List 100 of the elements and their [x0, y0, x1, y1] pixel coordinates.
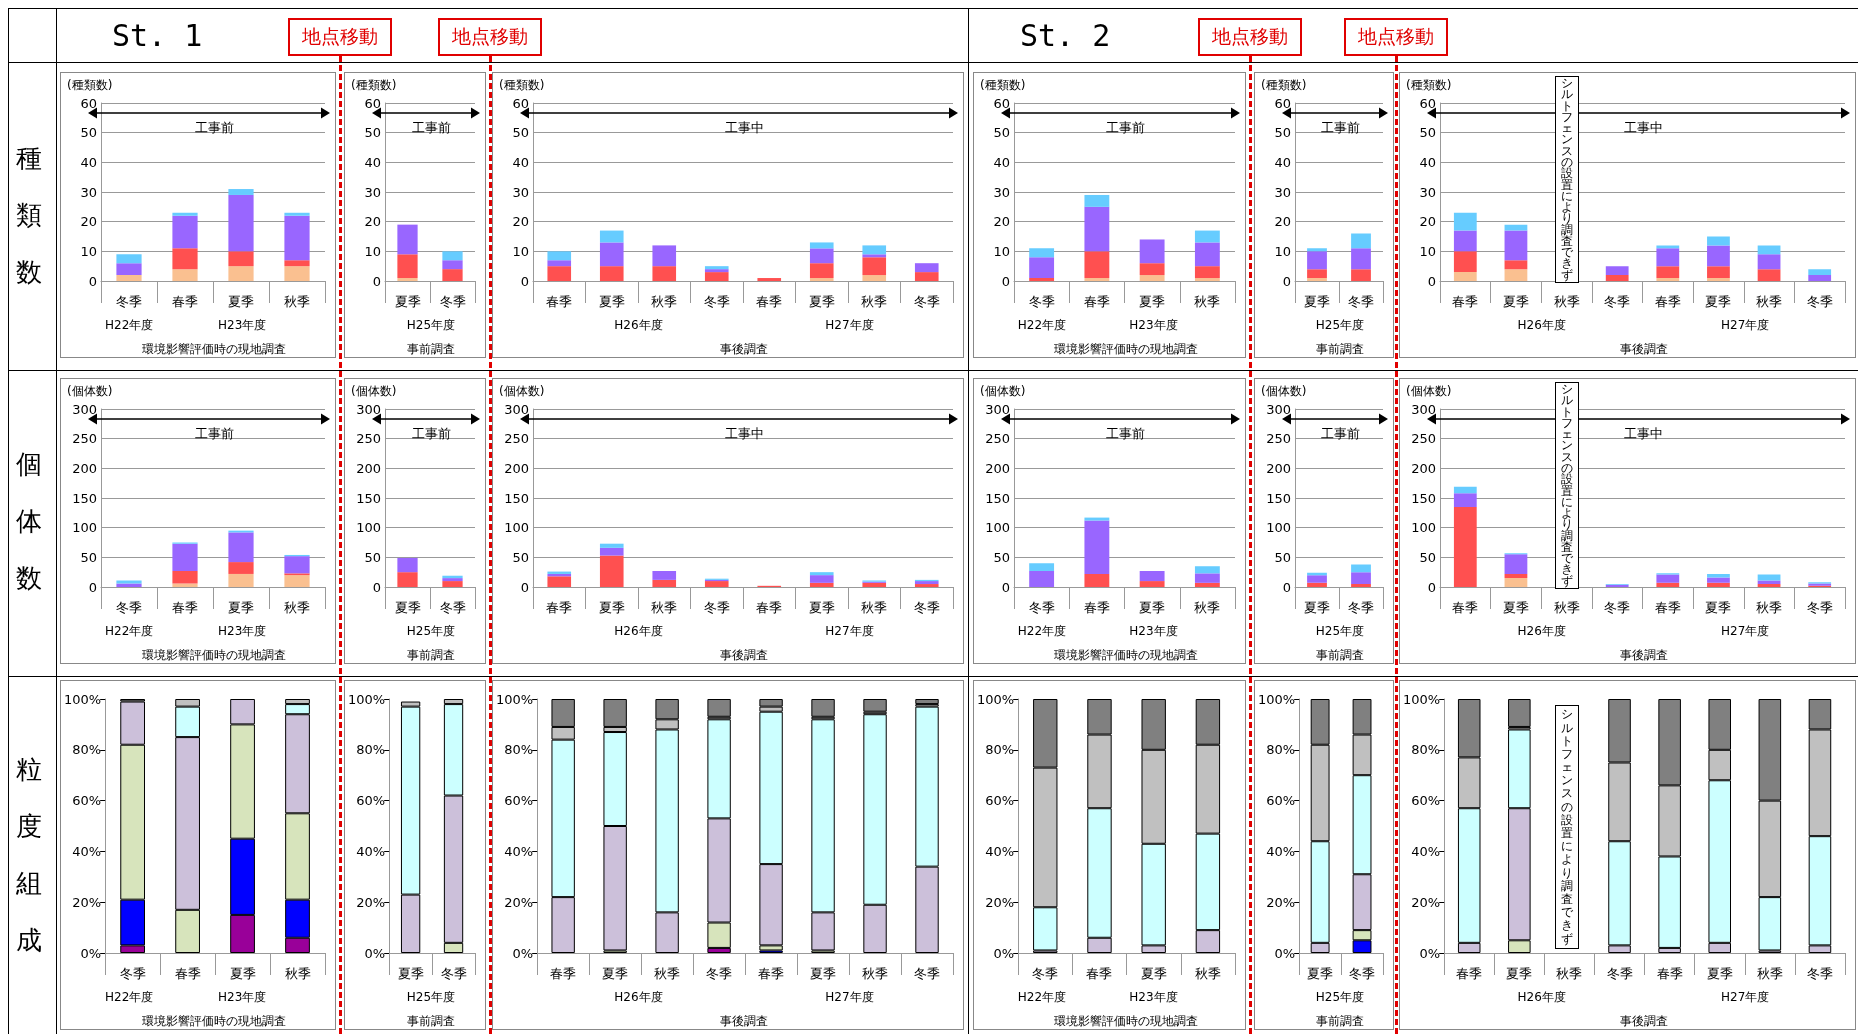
x-tick-label: 秋季: [862, 966, 889, 981]
x-tick-label: 冬季: [439, 600, 466, 615]
text: シルトフェンスの設置により調査できず: [1561, 382, 1574, 588]
y-tick-label: 60%: [504, 793, 534, 809]
x-tick-label: 冬季: [1028, 600, 1055, 615]
y-tick-label: 60%: [1266, 793, 1296, 809]
text: H25年度: [405, 317, 457, 334]
y-tick-label: 0%: [993, 945, 1015, 961]
x-tick-label: 春季: [1083, 294, 1110, 309]
y-axis-title: (種類数): [67, 77, 113, 94]
x-tick-label: 秋季: [1194, 966, 1221, 981]
y-tick-label: 0: [1001, 273, 1010, 289]
x-tick-label: 冬季: [1604, 294, 1631, 309]
x-tick-label: 春季: [1656, 966, 1683, 981]
y-tick-label: 100: [72, 520, 97, 536]
x-tick-label: 秋季: [284, 294, 310, 309]
x-tick-label: 秋季: [1756, 966, 1783, 981]
text: シルトフェンスの設置により調査できず: [1561, 76, 1574, 282]
y-tick-label: 0: [1427, 273, 1436, 289]
x-tick-label: 夏季: [1705, 600, 1732, 615]
y-tick-label: 20: [1274, 214, 1291, 230]
text: H26年度: [613, 989, 664, 1006]
y-tick-label: 0%: [1419, 945, 1441, 961]
y-tick-label: 40%: [72, 843, 102, 859]
text: シルトフェンスの設置により調査できず: [1561, 707, 1574, 946]
y-tick-label: 250: [504, 431, 529, 447]
x-tick-label: 夏季: [1706, 966, 1733, 981]
text: 工事前: [410, 425, 452, 443]
y-tick-label: 20%: [1266, 894, 1296, 910]
text: H27年度: [1720, 623, 1771, 640]
x-axis-title: 事後調査: [1618, 1013, 1669, 1030]
y-tick-label: 40: [364, 154, 381, 170]
y-tick-label: 60%: [985, 793, 1015, 809]
text: 粒度組成: [16, 753, 42, 957]
y-tick-label: 0: [520, 579, 529, 595]
text: H22年度: [104, 317, 155, 334]
y-tick-label: 150: [504, 490, 529, 506]
y-tick-label: 300: [504, 401, 529, 417]
text: 工事中: [723, 425, 765, 443]
y-tick-label: 60: [1274, 95, 1291, 111]
x-tick-label: 春季: [174, 966, 201, 981]
x-axis-title: 事前調査: [406, 1013, 456, 1030]
y-tick-label: 60: [1419, 95, 1436, 111]
x-tick-label: 秋季: [1553, 294, 1580, 309]
x-axis-title: 環境影響評価時の現地調査: [1052, 647, 1199, 664]
y-tick-label: 80%: [504, 742, 534, 758]
y-tick-label: 20: [512, 214, 529, 230]
y-tick-label: 40: [1419, 154, 1436, 170]
text: H26年度: [613, 623, 664, 640]
x-tick-label: 秋季: [1553, 600, 1580, 615]
x-axis-title: 環境影響評価時の現地調査: [141, 647, 287, 664]
x-tick-label: 冬季: [440, 966, 467, 981]
x-tick-label: 夏季: [394, 600, 421, 615]
y-tick-label: 250: [72, 431, 97, 447]
x-tick-label: 夏季: [598, 600, 625, 615]
y-tick-label: 150: [356, 490, 381, 506]
text: H23年度: [1128, 989, 1179, 1006]
y-tick-label: 30: [512, 184, 529, 200]
y-axis-title: (種類数): [499, 77, 545, 94]
x-axis-title: 環境影響評価時の現地調査: [1052, 1013, 1199, 1030]
x-tick-label: 夏季: [1304, 294, 1330, 309]
y-tick-label: 50: [1419, 125, 1436, 141]
y-tick-label: 50: [512, 125, 529, 141]
y-tick-label: 100%: [347, 691, 386, 707]
y-axis-title: (種類数): [1261, 77, 1307, 94]
y-tick-label: 0: [88, 579, 97, 595]
y-tick-label: 30: [993, 184, 1010, 200]
text: H25年度: [405, 623, 457, 640]
y-tick-label: 60: [993, 95, 1010, 111]
text: H23年度: [217, 989, 268, 1006]
y-tick-label: 100: [985, 520, 1010, 536]
x-tick-label: 夏季: [1139, 600, 1166, 615]
text: H26年度: [1516, 989, 1567, 1006]
y-tick-label: 200: [504, 460, 529, 476]
y-tick-label: 60%: [72, 793, 102, 809]
y-tick-label: 100: [1411, 520, 1436, 536]
text: 工事前: [1319, 119, 1361, 137]
y-tick-label: 20%: [356, 894, 386, 910]
text: H27年度: [1720, 317, 1771, 334]
x-tick-label: 春季: [758, 966, 785, 981]
x-tick-label: 夏季: [1307, 966, 1334, 981]
text: H25年度: [405, 989, 457, 1006]
y-tick-label: 300: [72, 401, 97, 417]
y-tick-label: 60%: [1411, 793, 1441, 809]
x-tick-label: 夏季: [808, 600, 835, 615]
y-tick-label: 150: [72, 490, 97, 506]
y-axis-title: (個体数): [1406, 383, 1452, 400]
y-tick-label: 0%: [512, 945, 534, 961]
y-tick-label: 50: [993, 549, 1010, 565]
x-tick-label: 秋季: [284, 600, 310, 615]
y-tick-label: 200: [1411, 460, 1436, 476]
y-tick-label: 30: [1419, 184, 1436, 200]
y-tick-label: 0: [88, 273, 97, 289]
y-tick-label: 0: [1282, 579, 1291, 595]
y-tick-label: 0%: [364, 945, 386, 961]
x-tick-label: 夏季: [810, 966, 837, 981]
y-tick-label: 40%: [1266, 843, 1296, 859]
x-tick-label: 秋季: [1756, 600, 1783, 615]
y-tick-label: 50: [1274, 549, 1291, 565]
text: 工事前: [193, 425, 235, 443]
